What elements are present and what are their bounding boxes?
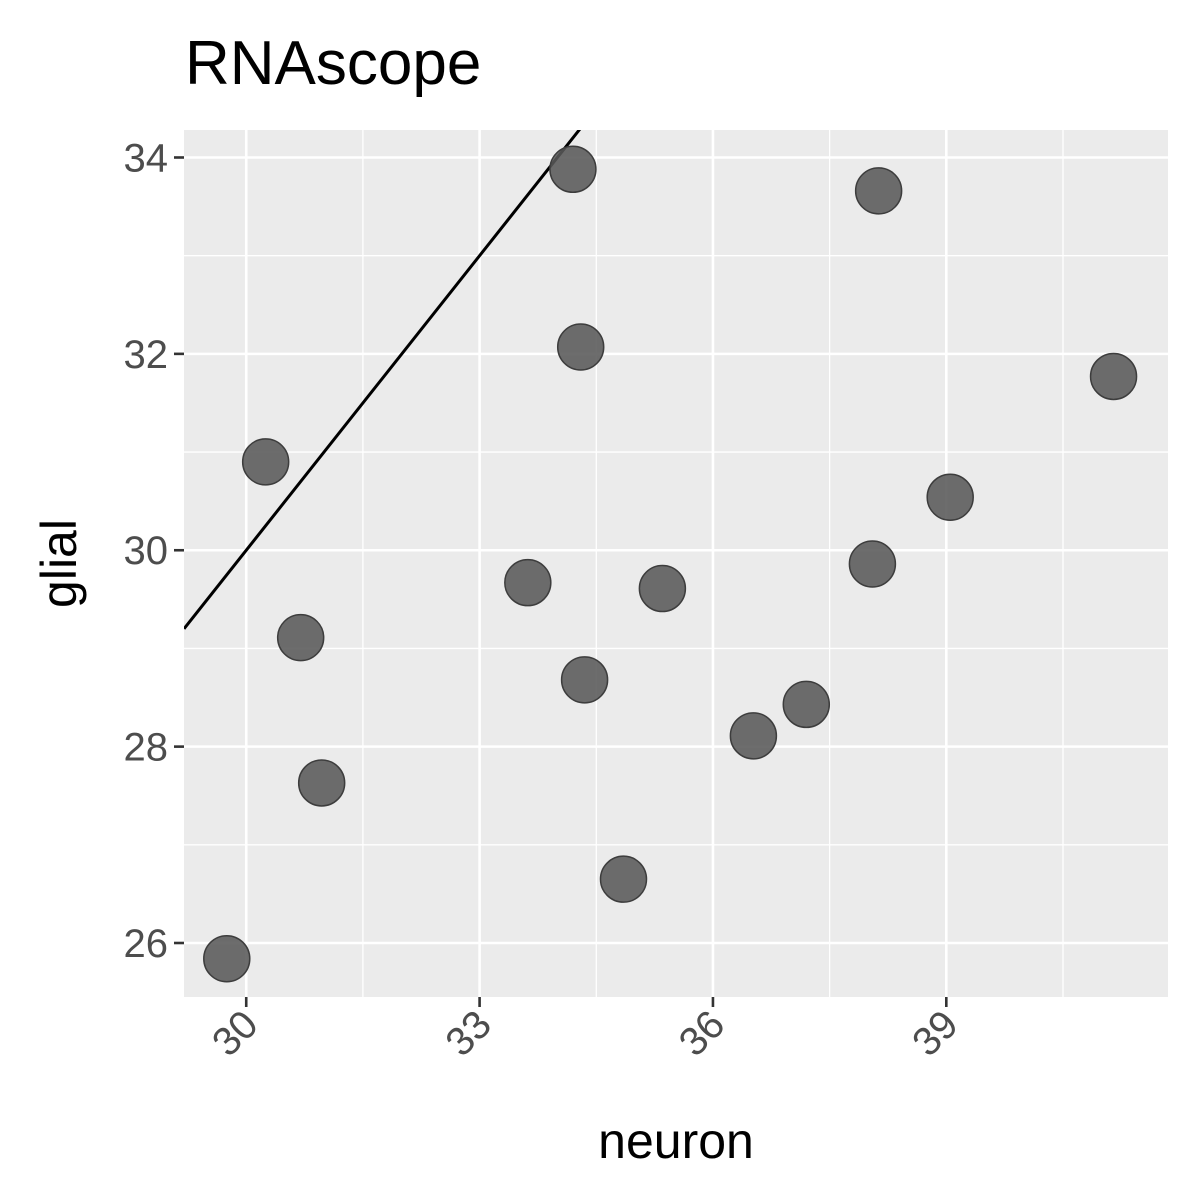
data-point (203, 934, 251, 983)
data-point (599, 855, 648, 903)
grid-lines (184, 130, 1168, 997)
y-tick-label: 30 (124, 529, 169, 573)
chart-title: RNAscope (185, 29, 481, 98)
data-point (638, 564, 687, 613)
y-axis-title: glial (31, 519, 87, 608)
x-tick-label: 33 (437, 1002, 500, 1065)
data-point (297, 759, 346, 807)
plot-panel (184, 130, 1168, 997)
x-axis-title: neuron (598, 1113, 754, 1169)
x-tick-label: 36 (671, 1002, 734, 1065)
data-point (560, 656, 609, 704)
data-point (276, 613, 325, 662)
data-point (848, 540, 897, 588)
y-tick-label: 28 (124, 726, 169, 770)
y-tick-label: 34 (124, 136, 169, 180)
data-points (203, 145, 1138, 983)
identity-line (184, 130, 582, 630)
data-point (926, 473, 974, 521)
data-point (729, 712, 778, 760)
y-tick-label: 26 (124, 922, 169, 966)
x-tick-label: 39 (904, 1002, 967, 1065)
data-point (504, 558, 552, 607)
reference-line-group (184, 130, 582, 630)
data-point (241, 438, 290, 486)
data-point (854, 167, 903, 215)
y-tick-label: 32 (124, 333, 169, 377)
data-point (782, 680, 831, 729)
data-point (556, 323, 605, 371)
x-tick-label: 30 (204, 1002, 267, 1065)
data-point (1089, 352, 1138, 401)
data-point (549, 145, 597, 194)
